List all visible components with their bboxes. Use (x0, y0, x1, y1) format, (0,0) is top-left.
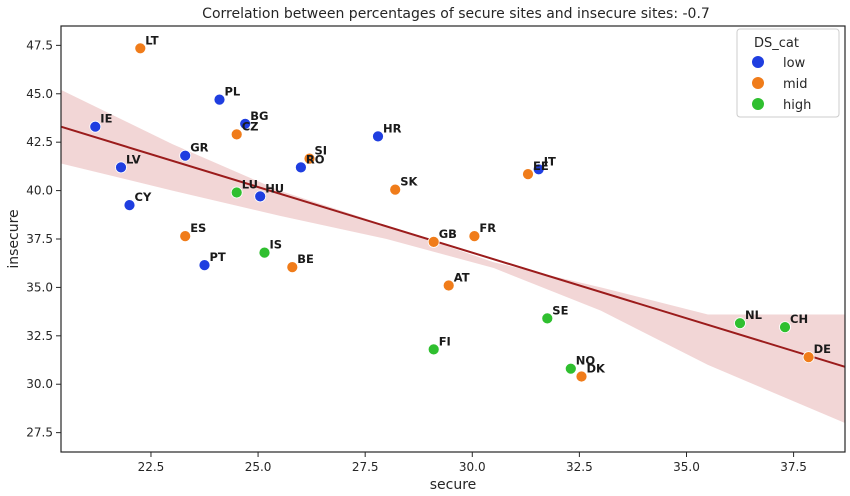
point-label-bg: BG (250, 109, 268, 123)
point-label-gb: GB (439, 227, 457, 241)
legend-marker-mid (752, 77, 764, 89)
chart-title: Correlation between percentages of secur… (202, 6, 710, 22)
x-tick-label: 37.5 (780, 460, 807, 474)
legend-title: DS_cat (754, 36, 799, 51)
data-point-gr (179, 149, 192, 162)
x-axis-title: secure (430, 477, 477, 493)
x-tick-label: 32.5 (566, 460, 593, 474)
point-label-hr: HR (383, 121, 402, 135)
data-point-hu (254, 190, 267, 203)
data-point-pt (198, 259, 211, 272)
data-point-lv (115, 161, 127, 174)
data-point-es (179, 230, 192, 243)
point-label-ee: EE (533, 159, 549, 173)
regression-line-path (60, 125, 846, 368)
data-point-lt (134, 42, 147, 55)
point-label-it: IT (544, 154, 556, 168)
point-label-hu: HU (265, 181, 284, 195)
x-tick-label: 25.0 (245, 460, 272, 474)
y-tick-label: 32.5 (26, 329, 53, 343)
point-label-sk: SK (400, 175, 418, 189)
data-point-bg (239, 117, 252, 130)
data-points (89, 42, 815, 383)
data-point-be (286, 261, 299, 274)
data-point-fr (468, 230, 481, 243)
point-label-be: BE (297, 252, 314, 266)
data-point-de (802, 351, 815, 364)
point-label-ch: CH (790, 312, 808, 326)
y-axis-title: insecure (6, 209, 22, 268)
point-label-no: NO (576, 354, 596, 368)
legend-marker-high (752, 98, 764, 110)
y-tick-label: 37.5 (26, 232, 53, 246)
regression-line (60, 125, 846, 368)
legend: DS_cat low mid high (736, 28, 840, 118)
point-label-nl: NL (745, 308, 763, 322)
point-label-is: IS (270, 238, 283, 252)
y-tick-label: 45.0 (26, 87, 53, 101)
confidence-band (61, 89, 845, 424)
legend-label-high: high (783, 98, 811, 113)
y-tick-label: 27.5 (26, 426, 53, 440)
x-tick-label: 22.5 (138, 460, 165, 474)
data-point-si (303, 152, 316, 165)
data-point-pl (213, 93, 226, 106)
data-point-nl (734, 317, 746, 330)
point-label-lu: LU (242, 178, 258, 192)
data-point-is (258, 246, 271, 259)
y-tick-label: 30.0 (26, 377, 53, 391)
legend-box (736, 28, 840, 118)
point-label-se: SE (552, 303, 568, 317)
data-point-se (541, 312, 554, 325)
point-label-fr: FR (479, 221, 496, 235)
point-label-gr: GR (190, 141, 208, 155)
data-point-sk (389, 183, 402, 196)
point-label-pt: PT (210, 250, 226, 264)
data-point-fi (427, 343, 440, 356)
legend-label-low: low (783, 56, 806, 71)
data-point-lu (230, 186, 243, 199)
point-label-lv: LV (126, 152, 141, 166)
data-point-it (532, 163, 545, 176)
y-tick-label: 35.0 (26, 280, 53, 294)
confidence-band-area (61, 89, 845, 424)
legend-entries: low mid high (752, 56, 811, 113)
data-point-dk (575, 370, 588, 383)
point-label-fi: FI (439, 334, 451, 348)
point-label-es: ES (190, 221, 206, 235)
data-point-hr (372, 130, 384, 143)
data-point-gb (427, 235, 440, 248)
data-point-ch (779, 321, 791, 334)
point-label-ie: IE (100, 112, 112, 126)
point-label-cz: CZ (242, 119, 259, 133)
y-tick-label: 40.0 (26, 184, 53, 198)
point-label-ro: RO (306, 152, 325, 166)
y-tick-label: 42.5 (26, 135, 53, 149)
x-tick-label: 35.0 (673, 460, 700, 474)
legend-marker-low (752, 56, 764, 68)
point-label-pl: PL (225, 85, 241, 99)
point-label-si: SI (315, 144, 328, 158)
point-label-lt: LT (145, 33, 158, 47)
data-point-ro (294, 161, 307, 174)
data-point-cz (230, 128, 243, 141)
point-label-at: AT (454, 271, 470, 285)
point-label-de: DE (814, 342, 832, 356)
y-tick-label: 47.5 (26, 38, 53, 52)
data-point-ee (522, 168, 534, 181)
data-point-ie (89, 120, 102, 133)
data-point-cy (123, 199, 136, 212)
x-tick-label: 30.0 (459, 460, 486, 474)
x-tick-label: 27.5 (352, 460, 379, 474)
legend-label-mid: mid (783, 77, 808, 92)
point-label-cy: CY (135, 190, 152, 204)
data-point-at (442, 279, 455, 292)
x-axis-ticks: 22.5 25.0 27.5 30.0 32.5 35.0 37.5 (138, 452, 807, 474)
point-label-dk: DK (587, 362, 607, 376)
y-axis-ticks: 27.5 30.0 32.5 35.0 37.5 40.0 42.5 45.0 47.5 (26, 38, 61, 440)
data-point-no (564, 362, 577, 375)
